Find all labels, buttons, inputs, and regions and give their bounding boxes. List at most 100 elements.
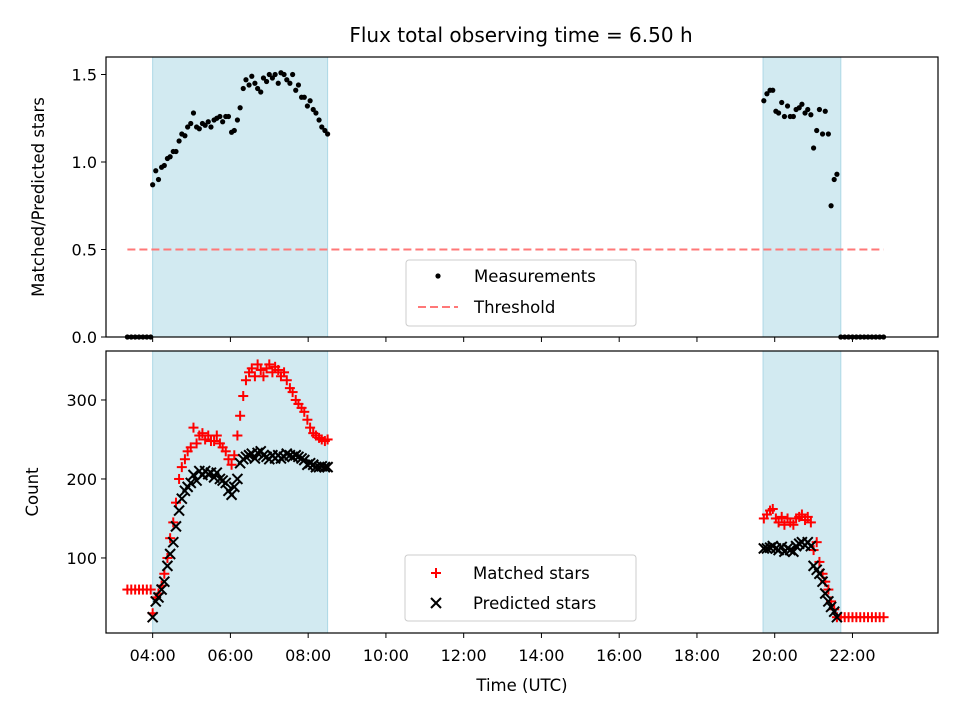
measurement-point — [834, 171, 840, 177]
matched-star-point — [191, 438, 202, 449]
measurement-point — [176, 138, 182, 144]
matched-star-point — [170, 497, 181, 508]
measurement-point — [249, 73, 255, 79]
x-tick-label: 18:00 — [674, 646, 720, 665]
measurement-point — [293, 87, 299, 93]
x-tick-label: 14:00 — [518, 646, 564, 665]
measurement-point — [301, 94, 307, 100]
predicted-star-point — [164, 548, 176, 560]
measurement-point — [155, 176, 162, 183]
measurement-point — [814, 127, 820, 134]
predicted-star-point — [319, 461, 331, 473]
matched-star-point — [252, 359, 263, 370]
x-tick-label: 06:00 — [207, 646, 253, 665]
matched-star-point — [246, 363, 257, 374]
measurement-point — [150, 182, 156, 188]
measurement-point — [770, 87, 776, 93]
matched-star-point — [238, 391, 249, 402]
predicted-star-point — [251, 447, 264, 459]
matched-star-point — [767, 503, 778, 514]
shaded-interval — [152, 56, 329, 338]
measurement-point — [322, 127, 328, 134]
measurement-point — [275, 80, 281, 86]
legend-label-threshold: Threshold — [473, 298, 555, 317]
measurement-point — [831, 176, 837, 183]
measurement-point — [240, 85, 246, 92]
predicted-star-point — [257, 449, 270, 461]
panel-ratio: 0.0 0.5 1.0 1.5 Matched/Predicted stars Mea… — [29, 56, 939, 347]
predicted-star-point — [155, 583, 168, 596]
matched-star-point — [796, 509, 807, 520]
legend-box — [404, 554, 637, 622]
measurement-point — [205, 119, 211, 125]
legend: Matched stars Predicted stars — [404, 554, 637, 622]
predicted-star-point — [240, 451, 252, 463]
measurement-point — [237, 105, 243, 111]
measurement-point — [799, 101, 805, 107]
measurement-point — [263, 78, 270, 85]
x-axis-label: Time (UTC) — [475, 676, 567, 695]
predicted-star-point — [813, 568, 826, 580]
predicted-star-point — [167, 536, 179, 548]
matched-star-point — [802, 511, 813, 522]
legend-marker-matched — [431, 568, 441, 578]
x-tick-label: 10:00 — [363, 646, 409, 665]
y-tick-label: 1.0 — [72, 153, 97, 172]
measurement-point — [822, 108, 828, 114]
chart-title: Flux total observing time = 6.50 h — [349, 23, 692, 47]
matched-star-point — [805, 517, 816, 528]
legend-label-predicted: Predicted stars — [473, 594, 596, 613]
matched-star-point — [159, 568, 170, 579]
matched-star-point — [255, 364, 266, 375]
predicted-star-point — [822, 595, 835, 608]
matched-star-point — [209, 436, 220, 447]
legend-label-matched: Matched stars — [473, 564, 590, 583]
measurement-point — [808, 112, 814, 118]
predicted-star-point — [281, 447, 293, 460]
predicted-star-point — [228, 481, 241, 493]
measurement-point — [284, 77, 290, 83]
measurement-point — [281, 71, 287, 78]
predicted-star-point — [161, 560, 174, 572]
predicted-star-point — [292, 451, 305, 463]
measurement-point — [208, 124, 214, 130]
matched-star-point — [226, 459, 237, 470]
matched-star-point — [188, 422, 199, 433]
measurement-point — [304, 103, 310, 109]
shaded-intervals — [152, 350, 842, 634]
predicted-star-point — [176, 493, 188, 505]
matched-star-point — [249, 371, 260, 382]
measurement-point — [825, 131, 831, 137]
measurement-point — [258, 89, 264, 95]
measurement-point — [153, 168, 159, 174]
measurement-point — [231, 127, 237, 134]
measurement-point — [764, 91, 770, 97]
predicted-star-point — [787, 545, 800, 558]
measurement-point — [217, 113, 223, 120]
x-tick-label: 08:00 — [285, 646, 331, 665]
measurement-point — [316, 117, 322, 123]
matched-star-point — [776, 511, 787, 522]
shaded-interval — [152, 350, 329, 634]
predicted-star-point — [784, 544, 796, 556]
measurement-point — [761, 98, 767, 104]
predicted-star-point — [187, 469, 200, 481]
measurement-point — [173, 148, 179, 155]
x-axis-ticks: 04:00 06:00 08:00 10:00 12:00 14:00 16:00 18:00… — [130, 633, 876, 665]
predicted-star-point — [158, 575, 171, 588]
measurement-point — [796, 105, 802, 111]
predicted-star-point — [173, 504, 185, 517]
x-tick-label: 12:00 — [441, 646, 487, 665]
matched-star-point — [287, 387, 298, 398]
predicted-star-point — [828, 605, 840, 618]
matched-star-point — [179, 454, 190, 465]
matched-star-point — [302, 414, 313, 425]
matched-star-point — [229, 450, 240, 461]
predicted-star-point — [220, 477, 232, 489]
matched-star-point — [203, 430, 214, 441]
matched-star-point — [197, 428, 208, 439]
measurement-point — [313, 110, 319, 116]
predicted-star-point — [761, 542, 773, 555]
legend: Measurements Threshold — [405, 259, 637, 327]
matched-star-point — [264, 359, 275, 370]
